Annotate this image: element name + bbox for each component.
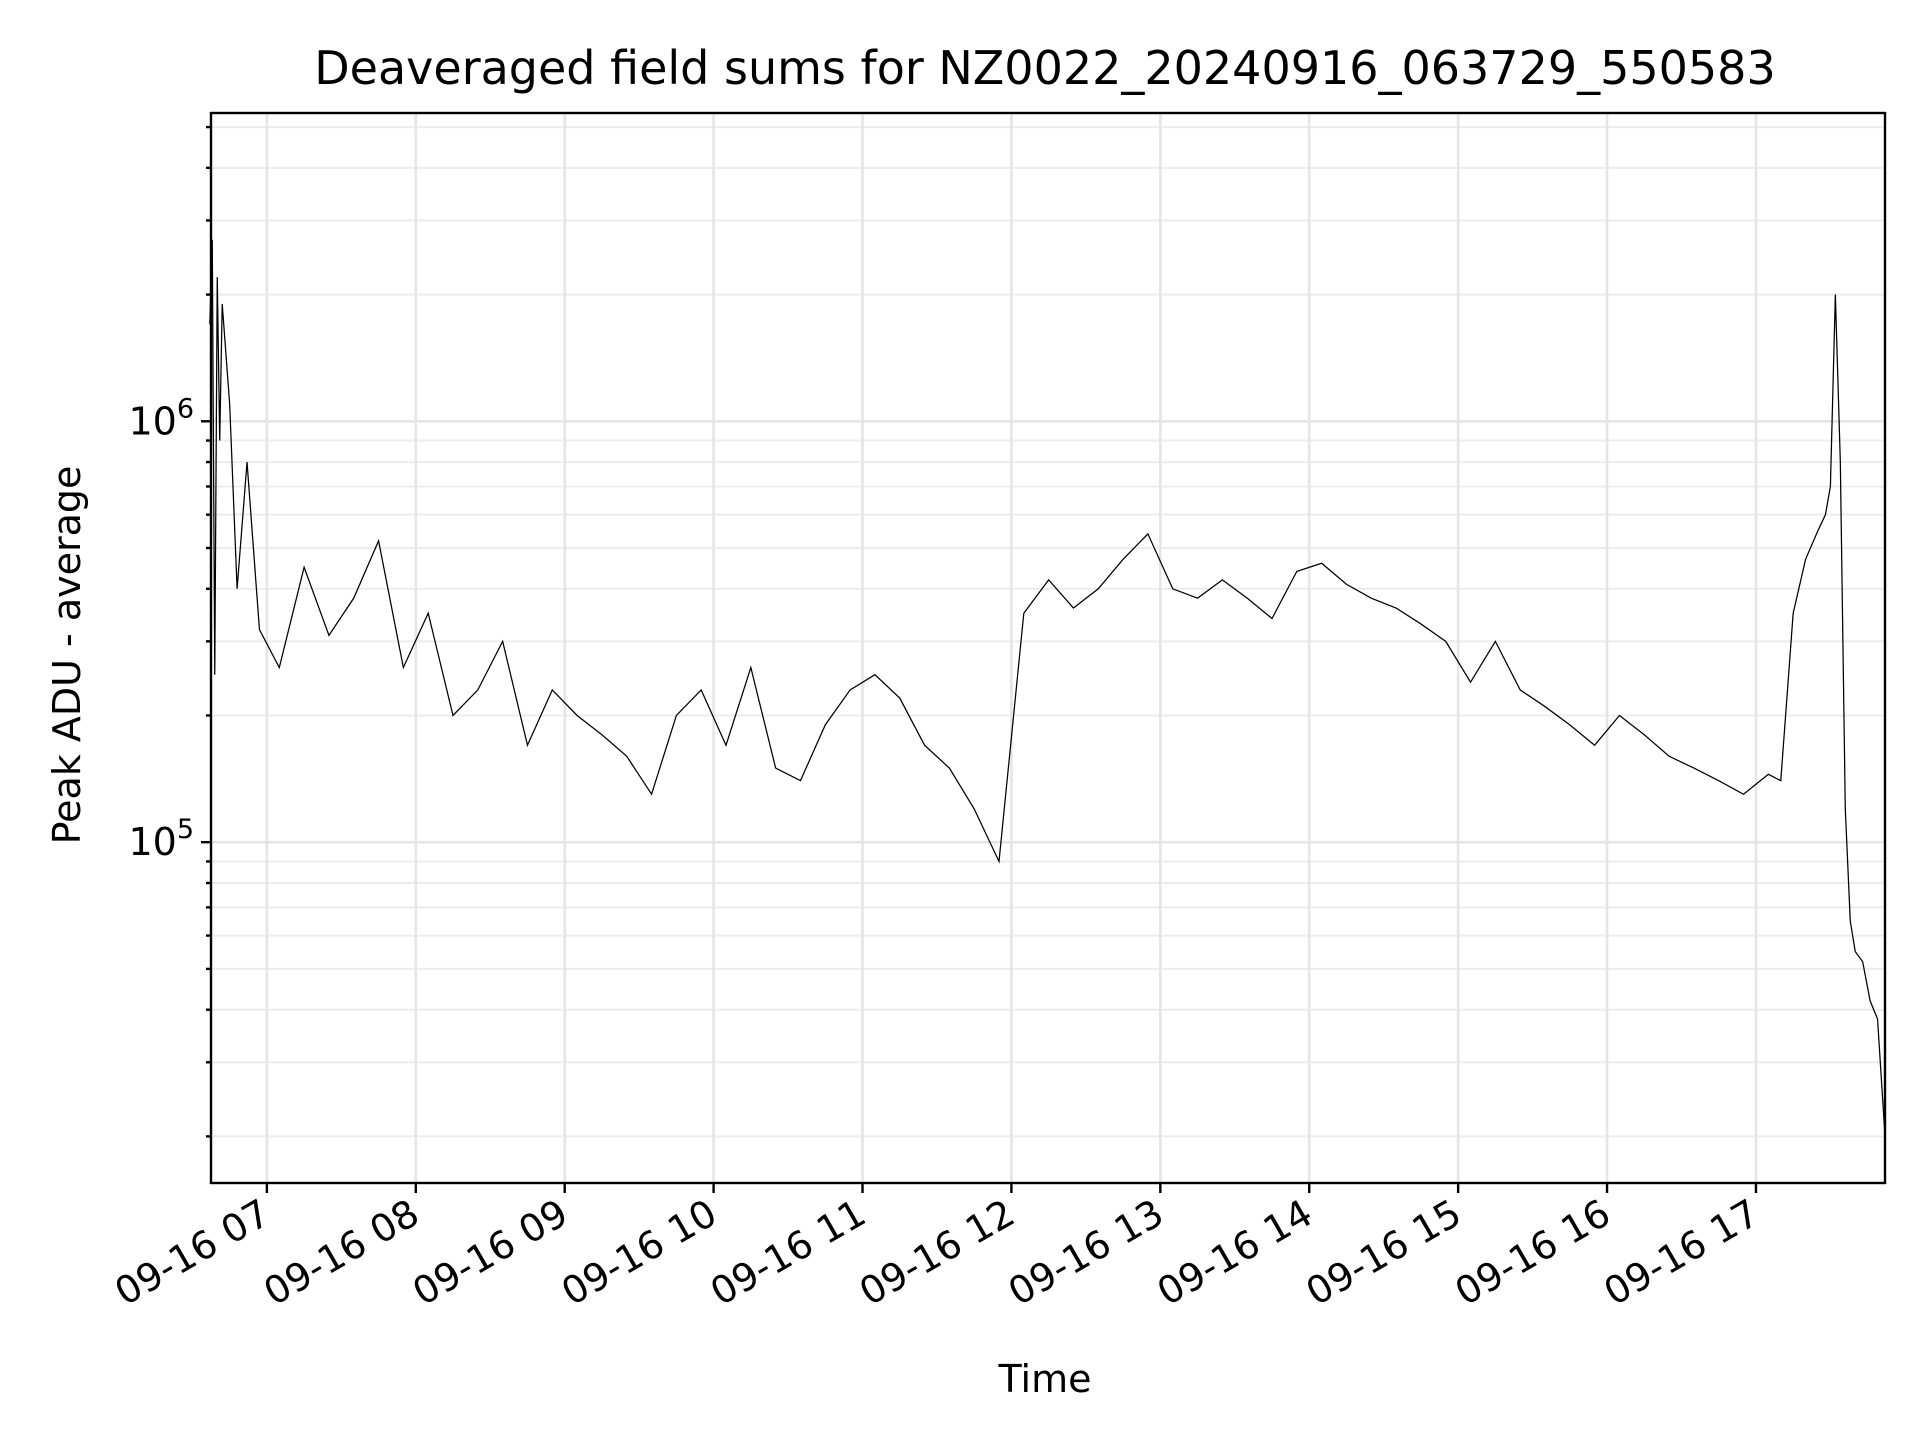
chart-title: Deaveraged field sums for NZ0022_2024091… [314, 41, 1775, 95]
series-line [209, 239, 1886, 1137]
y-axis-label: Peak ADU - average [45, 466, 89, 845]
y-tick-label: 105 [128, 814, 194, 864]
x-axis-label: Time [998, 1357, 1092, 1401]
grid-layer [211, 113, 1885, 1183]
series-layer [209, 239, 1886, 1137]
plot-frame [209, 111, 1887, 1185]
y-axis: 105 106 [128, 125, 211, 1138]
y-tick-label: 106 [128, 393, 194, 443]
